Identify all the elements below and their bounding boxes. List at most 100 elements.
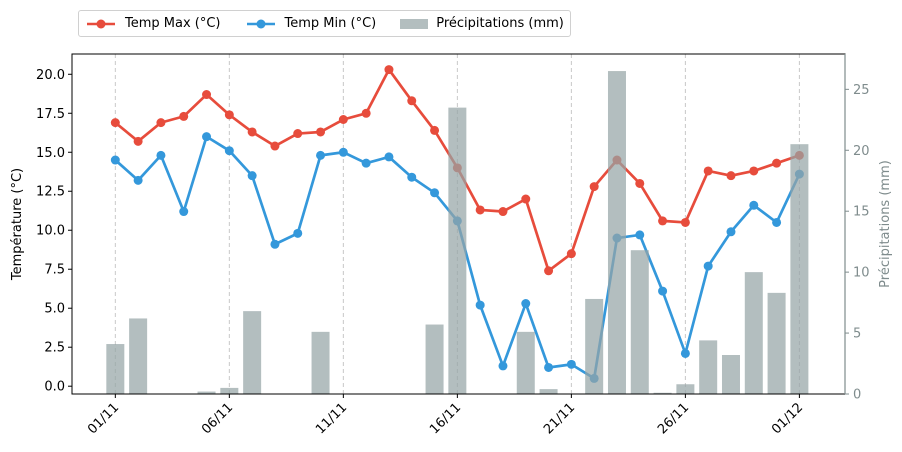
legend-item-temp-min: Temp Min (°C) — [245, 16, 376, 31]
data-point-temp-max — [224, 110, 234, 120]
data-point-temp-min — [361, 158, 371, 168]
data-point-temp-min — [772, 217, 782, 227]
data-point-temp-min — [726, 227, 736, 237]
precip-bar — [653, 392, 672, 394]
y-left-axis-label: Température (°C) — [10, 168, 25, 281]
data-point-temp-max — [247, 127, 257, 137]
data-point-temp-max — [521, 194, 531, 204]
data-point-temp-min — [521, 299, 531, 309]
legend-item-precip: Précipitations (mm) — [400, 16, 564, 31]
data-point-temp-min — [703, 261, 713, 271]
data-point-temp-min — [430, 188, 440, 198]
y-right-tick-label: 0 — [853, 388, 861, 403]
data-point-temp-max — [703, 166, 713, 176]
data-point-temp-min — [566, 359, 576, 369]
data-point-temp-max — [202, 90, 212, 100]
data-point-temp-max — [179, 111, 189, 121]
data-point-temp-max — [270, 141, 280, 151]
y-right-tick-label: 25 — [853, 83, 870, 98]
precip-bar — [767, 292, 786, 394]
data-point-temp-max — [680, 217, 690, 227]
data-point-temp-max — [749, 166, 759, 176]
legend-item-temp-max: Temp Max (°C) — [85, 16, 221, 31]
data-point-temp-max — [589, 182, 599, 192]
y-left-tick-label: 0.0 — [44, 380, 65, 395]
data-point-temp-min — [475, 300, 485, 310]
precip-bar — [243, 311, 262, 394]
y-right-tick-label: 10 — [853, 266, 870, 281]
y-right-tick-label: 20 — [853, 144, 870, 159]
precip-bar — [129, 318, 148, 394]
y-left-tick-label: 20.0 — [36, 68, 65, 83]
data-point-temp-min — [224, 146, 234, 156]
data-point-temp-min — [179, 207, 189, 217]
y-left-tick-label: 7.5 — [44, 263, 65, 278]
x-tick-label: 21/11 — [541, 400, 578, 437]
precip-bar — [311, 331, 330, 394]
data-point-temp-max — [726, 171, 736, 181]
data-point-temp-max — [635, 178, 645, 188]
data-point-temp-min — [498, 361, 508, 371]
data-point-temp-min — [316, 150, 326, 160]
data-point-temp-max — [338, 115, 348, 125]
x-tick-label: 01/12 — [769, 400, 806, 437]
x-tick-label: 26/11 — [655, 400, 692, 437]
data-point-temp-min — [270, 239, 280, 249]
data-point-temp-min — [635, 230, 645, 240]
data-point-temp-min — [110, 155, 120, 165]
data-point-temp-max — [384, 65, 394, 75]
data-point-temp-max — [566, 249, 576, 259]
y-left-tick-label: 17.5 — [36, 107, 65, 122]
precip-bar — [516, 331, 535, 394]
data-point-temp-min — [749, 200, 759, 210]
data-point-temp-max — [544, 266, 554, 276]
data-point-temp-max — [293, 129, 303, 139]
precip-bar — [197, 391, 216, 394]
data-point-temp-min — [680, 348, 690, 358]
precip-bar — [630, 250, 649, 394]
y-left-tick-label: 2.5 — [44, 341, 65, 356]
precip-bar — [448, 107, 467, 395]
data-point-temp-max — [361, 108, 371, 118]
precip-bar — [585, 298, 604, 394]
precip-bar — [790, 144, 809, 394]
data-point-temp-max — [498, 207, 508, 217]
y-right-axis-label: Précipitations (mm) — [878, 160, 893, 288]
x-tick-label: 06/11 — [199, 400, 236, 437]
data-point-temp-min — [133, 175, 143, 185]
y-right-tick-label: 15 — [853, 205, 870, 220]
precip-bar — [106, 344, 125, 394]
x-tick-label: 16/11 — [427, 400, 464, 437]
data-point-temp-max — [316, 127, 326, 137]
x-tick-label: 01/11 — [85, 400, 122, 437]
data-point-temp-min — [384, 152, 394, 162]
data-point-temp-max — [772, 158, 782, 168]
data-point-temp-min — [544, 362, 554, 372]
legend-label: Précipitations (mm) — [436, 16, 564, 31]
y-left-tick-label: 15.0 — [36, 146, 65, 161]
data-point-temp-max — [658, 216, 668, 226]
precip-bar — [539, 389, 558, 394]
precip-bar — [744, 272, 763, 394]
legend-bar-swatch — [400, 18, 429, 29]
legend: Temp Max (°C) Temp Min (°C) Précipitatio… — [78, 10, 571, 37]
precip-bar — [607, 71, 626, 395]
precip-bar — [220, 387, 239, 394]
data-point-temp-min — [338, 147, 348, 157]
data-point-temp-max — [430, 125, 440, 135]
data-point-temp-min — [156, 150, 166, 160]
y-left-tick-label: 10.0 — [36, 224, 65, 239]
precip-bar — [699, 340, 718, 394]
data-point-temp-min — [407, 172, 417, 182]
data-point-temp-min — [293, 228, 303, 238]
x-tick-label: 11/11 — [313, 400, 350, 437]
y-right-tick-label: 5 — [853, 327, 861, 342]
y-left-tick-label: 5.0 — [44, 302, 65, 317]
data-point-temp-max — [133, 136, 143, 146]
data-point-temp-min — [202, 132, 212, 142]
data-point-temp-min — [658, 286, 668, 296]
legend-label: Temp Max (°C) — [125, 16, 221, 31]
legend-line-marker-blue — [246, 19, 275, 28]
data-point-temp-min — [247, 171, 257, 181]
